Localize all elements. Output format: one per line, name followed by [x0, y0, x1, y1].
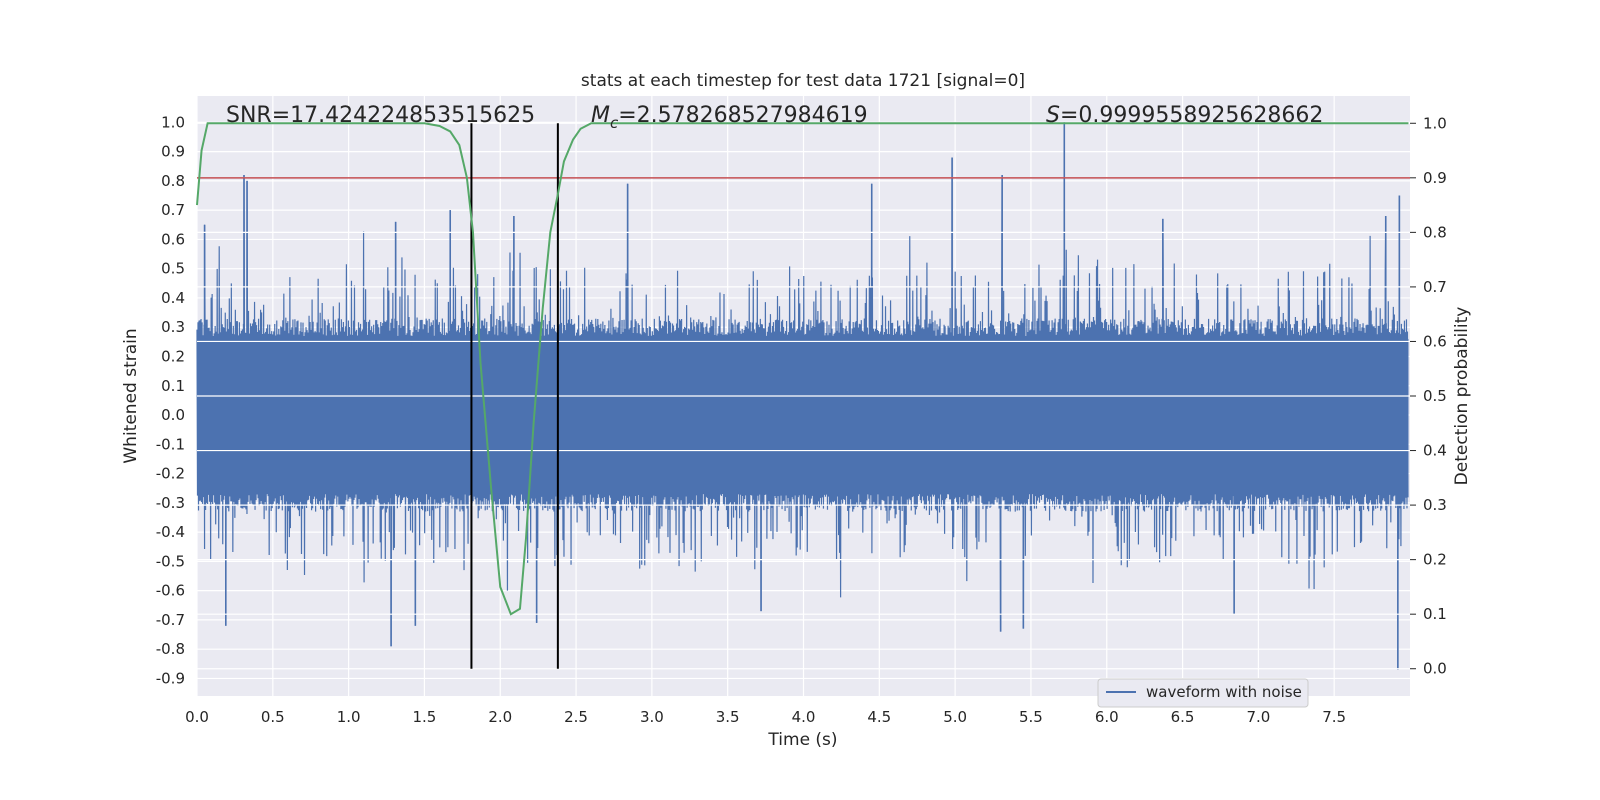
x-tick-label: 0.5: [261, 708, 285, 726]
detection-probability-line: [196, 122, 1409, 616]
x-tick-label: 7.5: [1322, 708, 1346, 726]
legend-label: waveform with noise: [1146, 683, 1302, 701]
x-tick-label: 0.0: [185, 708, 209, 726]
y-tick-label: 0.7: [161, 201, 185, 219]
y-tick-label: 0.5: [161, 260, 185, 278]
chirp-mass-subscript: c: [610, 114, 619, 132]
x-axis-label: Time (s): [767, 730, 837, 750]
y-tick-label: 0.3: [161, 318, 185, 336]
score-annotation: S=0.9999558925628662: [1046, 103, 1323, 128]
y-right-tick-label: 0.9: [1423, 169, 1447, 187]
snr-annotation: SNR=17.424224853515625: [226, 103, 535, 128]
score-value: =0.9999558925628662: [1060, 103, 1323, 128]
y-axis-label: Whitened strain: [121, 328, 141, 463]
x-tick-label: 4.0: [792, 708, 816, 726]
y-tick-label: 0.1: [161, 377, 185, 395]
y-right-tick-label: 0.0: [1423, 660, 1447, 678]
y-tick-label: 0.2: [161, 347, 185, 365]
y-tick-label: -0.9: [156, 669, 185, 687]
y-tick-label: -0.2: [156, 465, 185, 483]
chirp-mass-symbol: M: [591, 103, 610, 128]
x-tick-label: 5.5: [1019, 708, 1043, 726]
x-tick-label: 5.0: [943, 708, 967, 726]
x-tick-label: 1.5: [413, 708, 437, 726]
y-tick-label: 0.9: [161, 143, 185, 161]
legend-box: [1097, 678, 1309, 708]
chart-title: stats at each timestep for test data 172…: [581, 71, 1025, 91]
y-tick-label: -0.3: [156, 494, 185, 512]
legend: waveform with noise: [1097, 678, 1309, 708]
x-tick-label: 1.0: [337, 708, 361, 726]
y-right-tick-label: 0.6: [1423, 332, 1447, 350]
y-tick-label: -0.1: [156, 435, 185, 453]
y-tick-label: 0.0: [161, 406, 185, 424]
score-symbol: S: [1046, 103, 1060, 128]
x-tick-label: 6.0: [1095, 708, 1119, 726]
y-right-tick-label: 0.1: [1423, 605, 1447, 623]
overlays: [196, 122, 1410, 670]
y-tick-label: -0.4: [156, 523, 185, 541]
chirp-mass-annotation: Mc=2.578268527984619: [591, 103, 868, 132]
y-tick-label: 0.4: [161, 289, 185, 307]
x-tick-label: 2.5: [564, 708, 588, 726]
y-right-tick-label: 0.5: [1423, 387, 1447, 405]
x-tick-label: 2.0: [488, 708, 512, 726]
x-tick-label: 6.5: [1171, 708, 1195, 726]
y-tick-label: 0.6: [161, 230, 185, 248]
x-tick-label: 3.5: [716, 708, 740, 726]
x-tick-label: 3.0: [640, 708, 664, 726]
y-axis-right-label: Detection probability: [1452, 307, 1472, 486]
x-axis-ticks: 0.0 0.5 1.0 1.5 2.0 2.5 3.0 3.5 4.0 4.5 5.0 5.5 6.0 6…: [185, 708, 1346, 726]
chirp-mass-value: =2.578268527984619: [618, 103, 867, 128]
waveform-core-band: [197, 338, 1409, 492]
y-right-tick-label: 0.3: [1423, 496, 1447, 514]
y-axis-right-ticks: 0.0 0.1 0.2 0.3 0.4 0.5 0.6 0.7 0.8 0.9 1.0: [1410, 114, 1447, 678]
x-tick-label: 7.0: [1246, 708, 1270, 726]
y-right-tick-label: 0.2: [1423, 551, 1447, 569]
y-right-tick-label: 0.7: [1423, 278, 1447, 296]
annotations: SNR=17.424224853515625 Mc=2.578268527984…: [226, 103, 1323, 132]
y-tick-label: -0.8: [156, 640, 185, 658]
y-tick-label: 0.8: [161, 172, 185, 190]
y-right-tick-label: 0.4: [1423, 442, 1447, 460]
y-tick-label: 1.0: [161, 113, 185, 131]
y-tick-label: -0.5: [156, 552, 185, 570]
y-tick-label: -0.7: [156, 611, 185, 629]
y-right-tick-label: 1.0: [1423, 114, 1447, 132]
y-right-tick-label: 0.8: [1423, 223, 1447, 241]
y-axis-ticks: -0.9 -0.8 -0.7 -0.6 -0.5 -0.4 -0.3 -0.2 -0.1 0.0 0…: [156, 113, 185, 687]
x-tick-label: 4.5: [867, 708, 891, 726]
y-tick-label: -0.6: [156, 582, 185, 600]
